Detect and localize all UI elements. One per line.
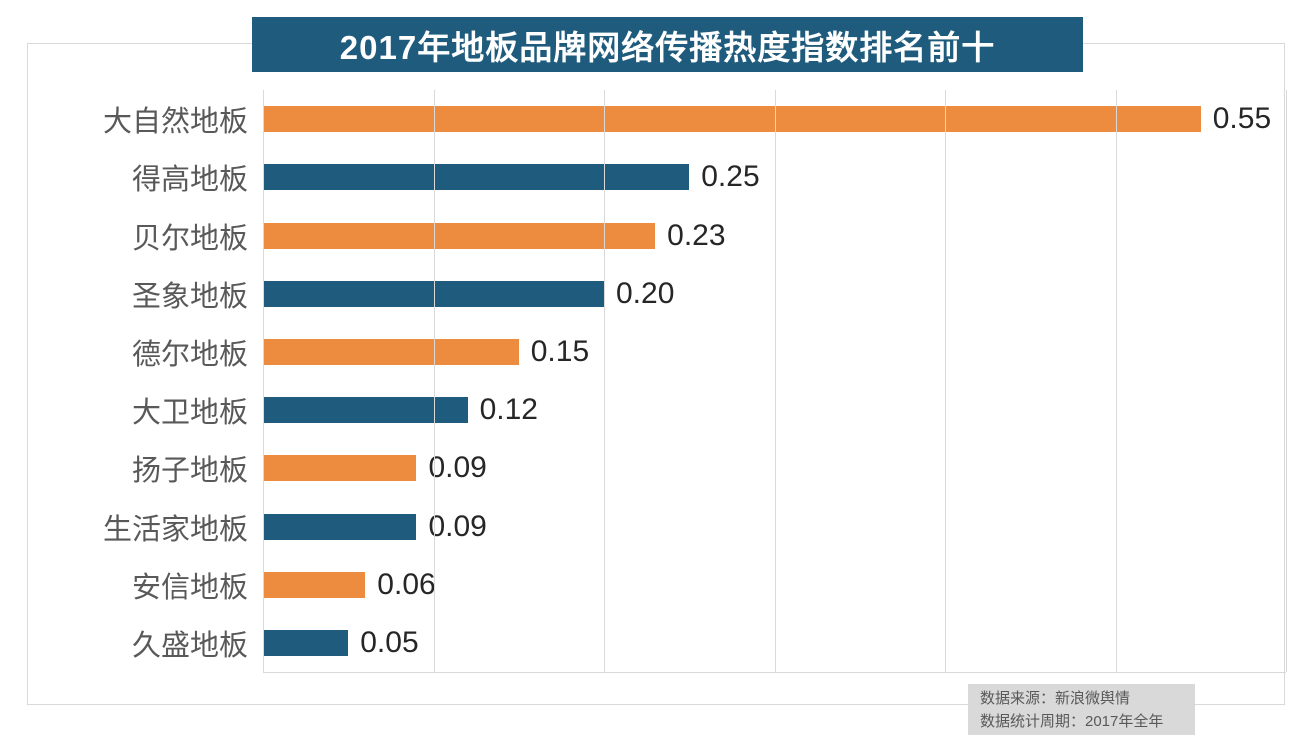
bar <box>263 106 1201 133</box>
bar <box>263 338 519 365</box>
bar-row: 0.09 <box>263 497 1286 555</box>
gridline <box>774 90 776 672</box>
bar-row: 0.15 <box>263 323 1286 381</box>
category-label: 生活家地板 <box>102 513 248 546</box>
bar-rows-container: 0.55 0.25 0.23 0.20 0.15 0.12 0.09 0.09 0.06 0.05 <box>263 90 1286 672</box>
bar <box>263 164 690 191</box>
bar <box>263 513 417 540</box>
bar-value-label: 0.55 <box>1212 102 1272 136</box>
category-axis: 大自然地板得高地板贝尔地板圣象地板德尔地板大卫地板扬子地板生活家地板安信地板久盛… <box>0 90 248 672</box>
category-label: 得高地板 <box>131 164 248 197</box>
category-label: 大自然地板 <box>102 106 248 139</box>
bar-value-label: 0.12 <box>479 393 538 427</box>
gridline <box>263 90 264 672</box>
bar-row: 0.23 <box>263 206 1286 264</box>
chart-frame <box>27 43 1285 705</box>
bar <box>263 397 468 424</box>
bar <box>263 629 349 656</box>
gridline <box>604 90 605 672</box>
bar-row: 0.06 <box>263 556 1286 614</box>
bar-value-label: 0.15 <box>530 334 590 368</box>
bar <box>263 571 366 598</box>
chart-title-banner: 2017年地板品牌网络传播热度指数排名前十 <box>252 17 1083 72</box>
gridline <box>1115 90 1117 672</box>
gridline <box>945 90 946 672</box>
bar-value-label: 0.20 <box>616 276 675 310</box>
data-source-line: 数据来源：新浪微舆情 <box>980 690 1131 707</box>
bar-value-label: 0.25 <box>701 160 760 194</box>
plot-area: 0.55 0.25 0.23 0.20 0.15 0.12 0.09 0.09 0.06 0.05 <box>263 90 1287 673</box>
data-source-box: 数据来源：新浪微舆情 数据统计周期：2017年全年 <box>968 684 1195 735</box>
category-label: 扬子地板 <box>131 455 248 488</box>
bar-value-label: 0.23 <box>667 218 726 252</box>
chart-title: 2017年地板品牌网络传播热度指数排名前十 <box>339 28 996 66</box>
gridline <box>433 90 435 672</box>
category-label: 久盛地板 <box>131 629 248 662</box>
bar-row: 0.09 <box>263 439 1286 497</box>
bar-row: 0.55 <box>263 90 1286 148</box>
bar-value-label: 0.09 <box>428 509 487 543</box>
bar-value-label: 0.05 <box>360 625 419 659</box>
bar <box>263 455 417 482</box>
bar-row: 0.25 <box>263 148 1286 206</box>
bar-row: 0.12 <box>263 381 1286 439</box>
bar <box>263 222 656 249</box>
category-label: 德尔地板 <box>131 338 248 371</box>
gridline <box>1286 90 1287 672</box>
bar-row: 0.05 <box>263 614 1286 672</box>
data-period-line: 数据统计周期：2017年全年 <box>980 712 1164 730</box>
bar-value-label: 0.06 <box>377 567 436 601</box>
category-label: 贝尔地板 <box>131 222 248 255</box>
category-label: 安信地板 <box>131 571 248 604</box>
bar-value-label: 0.09 <box>428 451 487 485</box>
category-label: 圣象地板 <box>131 280 248 313</box>
category-label: 大卫地板 <box>131 397 248 430</box>
